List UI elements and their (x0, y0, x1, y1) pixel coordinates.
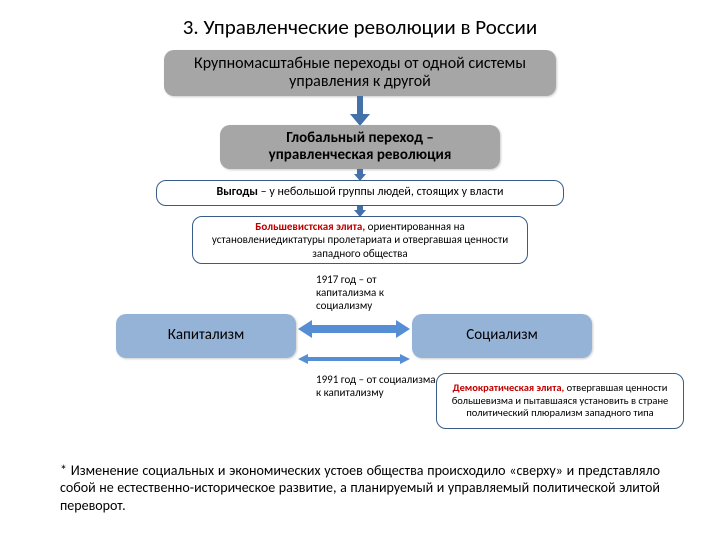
label-1991: 1991 год – от социализма к капитализму (316, 373, 436, 399)
label-1917: 1917 год – от капитализма к социализму (316, 273, 436, 313)
box-global-l2: управленческая революция (269, 147, 452, 164)
box-socialism: Социализм (412, 314, 592, 358)
box-democratic: Демократическая элита, отвергавшая ценно… (436, 373, 684, 429)
footnote: * Изменение социальных и экономических у… (60, 462, 660, 515)
box-capitalism: Капитализм (116, 314, 296, 358)
box-benefits-text: Выгоды – у небольшой группы людей, стоящ… (217, 186, 504, 200)
box-democratic-text: Демократическая элита, отвергавшая ценно… (445, 382, 675, 420)
box-global: Глобальный переход – управленческая рево… (220, 125, 500, 169)
box-top: Крупномасштабные переходы от одной систе… (164, 50, 556, 96)
arrow-down-1 (350, 96, 370, 126)
arrow-bi-1917 (298, 320, 410, 338)
box-benefits: Выгоды – у небольшой группы людей, стоящ… (156, 180, 564, 206)
box-top-text: Крупномасштабные переходы от одной систе… (176, 55, 544, 92)
box-bolshevik: Большевистская элита, ориентированная на… (192, 216, 528, 264)
box-bolshevik-text: Большевистская элита, ориентированная на… (203, 220, 517, 260)
arrow-bi-1991 (298, 354, 410, 364)
box-global-l1: Глобальный переход – (286, 130, 434, 147)
page-title: 3. Управленческие революции в России (0, 0, 720, 50)
